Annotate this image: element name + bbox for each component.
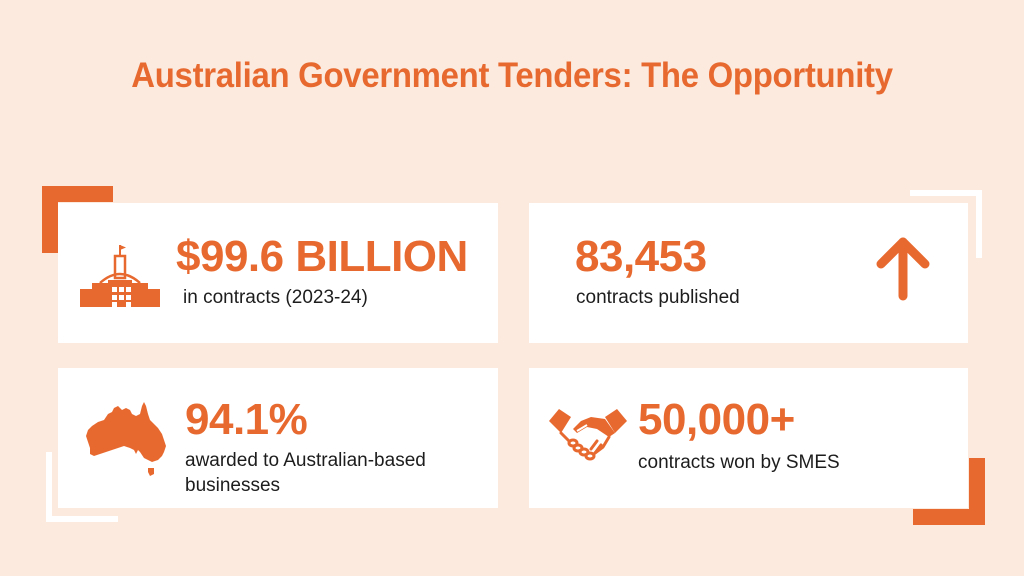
- corner-bracket-bottom-left: [46, 452, 118, 522]
- handshake-icon: [547, 407, 629, 466]
- stat-value: 94.1%: [185, 395, 308, 444]
- page-title: Australian Government Tenders: The Oppor…: [131, 56, 893, 95]
- stat-value: 50,000+: [638, 395, 795, 444]
- stat-card-australian-businesses: 94.1% awarded to Australian-based busine…: [58, 368, 498, 508]
- corner-bracket-top-left: [42, 186, 113, 253]
- stat-card-contract-value: $99.6 BILLION in contracts (2023-24): [58, 203, 498, 343]
- corner-bracket-top-right: [910, 190, 982, 258]
- stat-card-contracts-published: 83,453 contracts published: [529, 203, 968, 343]
- stat-label: contracts won by SMES: [638, 452, 840, 473]
- stat-value: 83,453: [575, 232, 707, 281]
- australia-map-icon: [84, 400, 170, 487]
- corner-bracket-bottom-right: [913, 458, 985, 525]
- stat-label: contracts published: [576, 287, 740, 308]
- parliament-house-icon: [78, 243, 162, 312]
- stat-label: in contracts (2023-24): [183, 287, 368, 308]
- stat-label: awarded to Australian-based businesses: [185, 450, 426, 496]
- stat-value: $99.6 BILLION: [176, 232, 468, 281]
- arrow-up-icon: [875, 234, 931, 307]
- stat-card-sme-contracts: 50,000+ contracts won by SMES: [529, 368, 968, 508]
